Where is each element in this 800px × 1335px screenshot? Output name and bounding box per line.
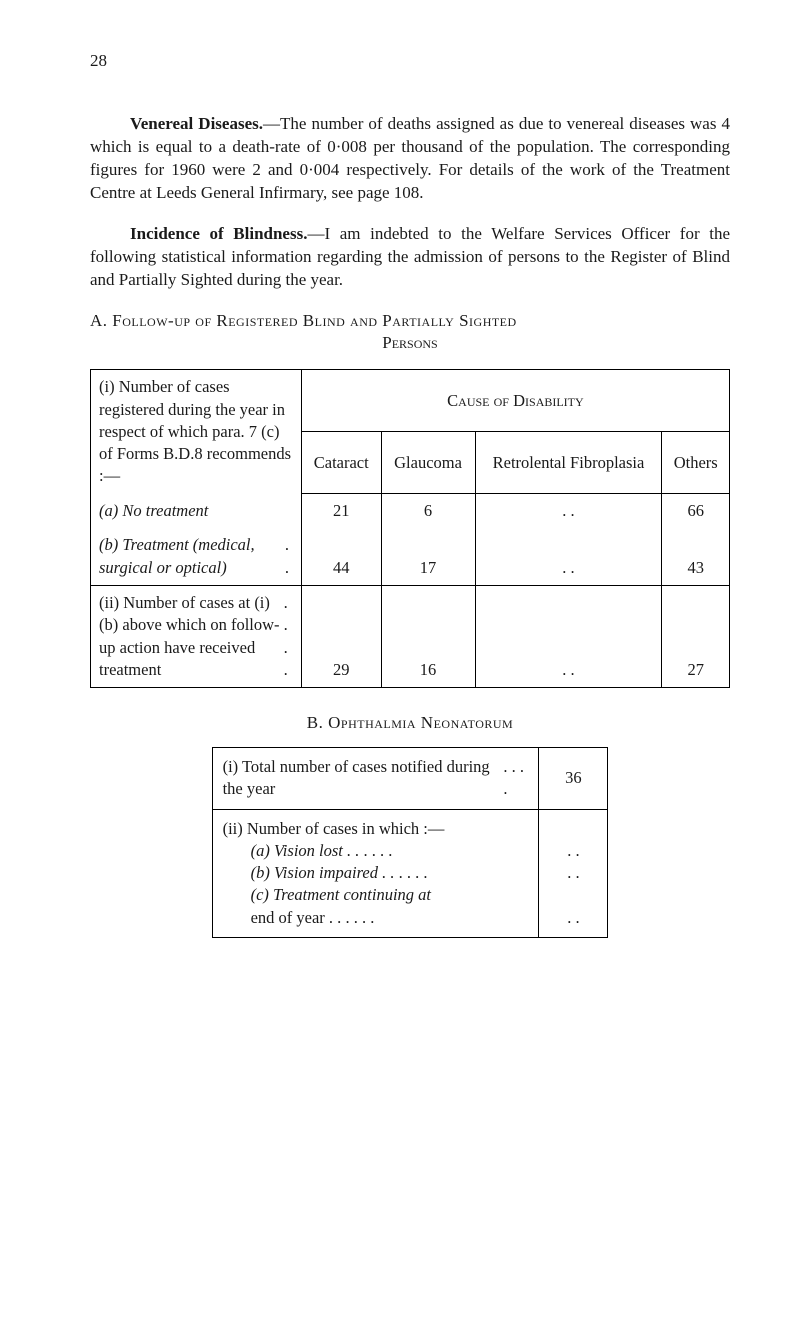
- row-i-intro-text: (i) Number of cases registered during th…: [99, 377, 291, 485]
- row-i-b-glaucoma: 17: [381, 528, 475, 585]
- b-row-ii-b: (b) Vision impaired . .: [251, 863, 395, 882]
- row-ii-glaucoma: 16: [381, 586, 475, 688]
- row-i-a-label-cell: (a) No treatment: [91, 494, 302, 529]
- row-i-b-label-dots: . .: [285, 534, 293, 579]
- cause-of-disability-heading: Cause of Disability: [301, 370, 729, 432]
- row-ii-label: (ii) Number of cases at (i)(b) above whi…: [99, 592, 284, 681]
- col-retrolental: Retrolental Fibro­plasia: [475, 432, 662, 494]
- b-row-ii-intro: (ii) Number of cases in which :—: [223, 818, 529, 840]
- table-b: (i) Total number of cases notified durin…: [212, 747, 609, 938]
- row-ii-retrolental: . .: [475, 586, 662, 688]
- row-ii-others: 27: [662, 586, 730, 688]
- row-i-b-retrolental: . .: [475, 528, 662, 585]
- b-row-ii-c: (c) Treatment continuing at: [251, 885, 431, 904]
- table-a-row-i-intro: (i) Number of cases registered during th…: [91, 370, 302, 494]
- blindness-lead: Incidence of Blindness.: [130, 224, 307, 243]
- section-a-heading: A. Follow-up of Registered Blind and Par…: [90, 310, 730, 356]
- table-b-row-i-value: 36: [539, 748, 608, 810]
- table-a: (i) Number of cases registered during th…: [90, 369, 730, 688]
- col-glaucoma: Glaucoma: [381, 432, 475, 494]
- b-row-ii-val-c: . .: [549, 907, 597, 929]
- page: 28 Venereal Diseases.—The number of deat…: [0, 0, 800, 998]
- row-i-a-cataract: 21: [301, 494, 381, 529]
- paragraph-venereal: Venereal Diseases.—The number of deaths …: [90, 113, 730, 205]
- venereal-lead: Venereal Diseases.: [130, 114, 263, 133]
- b-row-ii-c2: end of year . .: [251, 908, 342, 927]
- col-others: Others: [662, 432, 730, 494]
- table-b-row-ii-values: . . . . . .: [539, 809, 608, 937]
- page-number: 28: [90, 50, 730, 73]
- b-row-i-dots: . . . .: [503, 756, 528, 801]
- b-row-ii-a-dots: . . . .: [364, 841, 393, 860]
- col-cataract: Cataract: [301, 432, 381, 494]
- table-b-row-i-label: (i) Total number of cases notified durin…: [212, 748, 539, 810]
- row-i-b-others: 43: [662, 528, 730, 585]
- row-i-b-label-cell: (b) Treatment (medical, surgical or opti…: [91, 528, 302, 585]
- row-i-a-glaucoma: 6: [381, 494, 475, 529]
- row-i-a-label: (a) No treatment: [99, 501, 208, 520]
- b-row-ii-val-a: . .: [549, 840, 597, 862]
- table-b-row-ii-label: (ii) Number of cases in which :— (a) Vis…: [212, 809, 539, 937]
- row-i-a-others: 66: [662, 494, 730, 529]
- section-a-heading-line2: Persons: [90, 332, 730, 355]
- b-row-ii-val-b: . .: [549, 862, 597, 884]
- row-ii-label-dots: . . . .: [284, 592, 293, 681]
- row-i-a-retrolental: . .: [475, 494, 662, 529]
- section-b-heading-text: B. Ophthalmia Neonatorum: [307, 713, 513, 732]
- b-row-ii-a: (a) Vision lost . .: [251, 841, 360, 860]
- b-row-i-label-text: (i) Total number of cases notified durin…: [223, 756, 504, 801]
- b-row-ii-b-dots: . . . .: [399, 863, 428, 882]
- row-i-b-label: (b) Treatment (medical, surgical or opti…: [99, 534, 285, 579]
- row-i-b-cataract: 44: [301, 528, 381, 585]
- section-b-heading: B. Ophthalmia Neonatorum: [90, 712, 730, 735]
- section-a-heading-line1: A. Follow-up of Registered Blind and Par…: [90, 311, 517, 330]
- paragraph-blindness: Incidence of Blindness.—I am indebted to…: [90, 223, 730, 292]
- b-row-ii-c-dots: . . . .: [345, 908, 374, 927]
- row-ii-cataract: 29: [301, 586, 381, 688]
- row-ii-label-cell: (ii) Number of cases at (i)(b) above whi…: [91, 586, 302, 688]
